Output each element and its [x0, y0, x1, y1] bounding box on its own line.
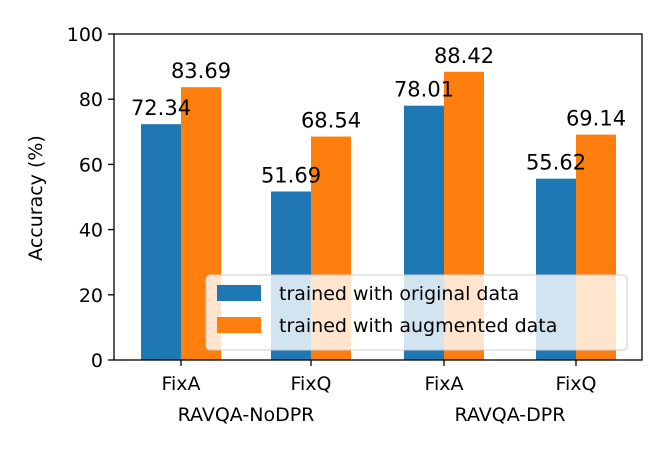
x-tick-label: FixA — [161, 373, 200, 395]
y-tick-label: 80 — [79, 89, 103, 111]
group-label-2: RAVQA-DPR — [455, 404, 566, 426]
data-label-series-2-1: 83.69 — [171, 59, 231, 83]
y-tick-label: 100 — [67, 24, 103, 46]
x-tick-label: FixQ — [290, 373, 331, 395]
y-axis: 0 20 40 60 80 100 — [67, 24, 114, 372]
y-axis-title: Accuracy (%) — [25, 135, 47, 261]
data-label-series-2-3: 88.42 — [434, 44, 494, 68]
legend-label-1: trained with original data — [279, 283, 519, 305]
y-tick-label: 60 — [79, 154, 103, 176]
x-tick-label: FixQ — [555, 373, 596, 395]
y-tick-label: 40 — [79, 220, 103, 242]
legend-swatch-2 — [217, 317, 261, 333]
y-tick-label: 0 — [91, 350, 103, 372]
legend-box — [205, 274, 628, 351]
data-label-series-1-1: 72.34 — [131, 96, 191, 120]
y-tick-label: 20 — [79, 285, 103, 307]
data-label-series-1-3: 78.01 — [394, 78, 454, 102]
group-label-1: RAVQA-NoDPR — [178, 404, 315, 426]
legend: trained with original data trained with a… — [205, 274, 628, 351]
plot-frame — [113, 33, 643, 361]
legend-label-2: trained with augmented data — [279, 315, 557, 337]
data-label-series-1-2: 51.69 — [261, 163, 321, 187]
x-tick-label: FixA — [424, 373, 463, 395]
data-label-series-2-2: 68.54 — [301, 109, 361, 133]
bar-series-1-fixa-1 — [141, 124, 181, 360]
legend-swatch-1 — [217, 285, 261, 301]
data-label-series-2-4: 69.14 — [566, 107, 626, 131]
data-labels-layer: 72.34 51.69 78.01 55.62 83.69 68.54 88.42 69.14 — [131, 44, 626, 188]
x-axis: FixA FixQ FixA FixQ RAVQA-NoDPR RAVQA-DPR — [161, 360, 597, 426]
data-label-series-1-4: 55.62 — [526, 151, 586, 175]
